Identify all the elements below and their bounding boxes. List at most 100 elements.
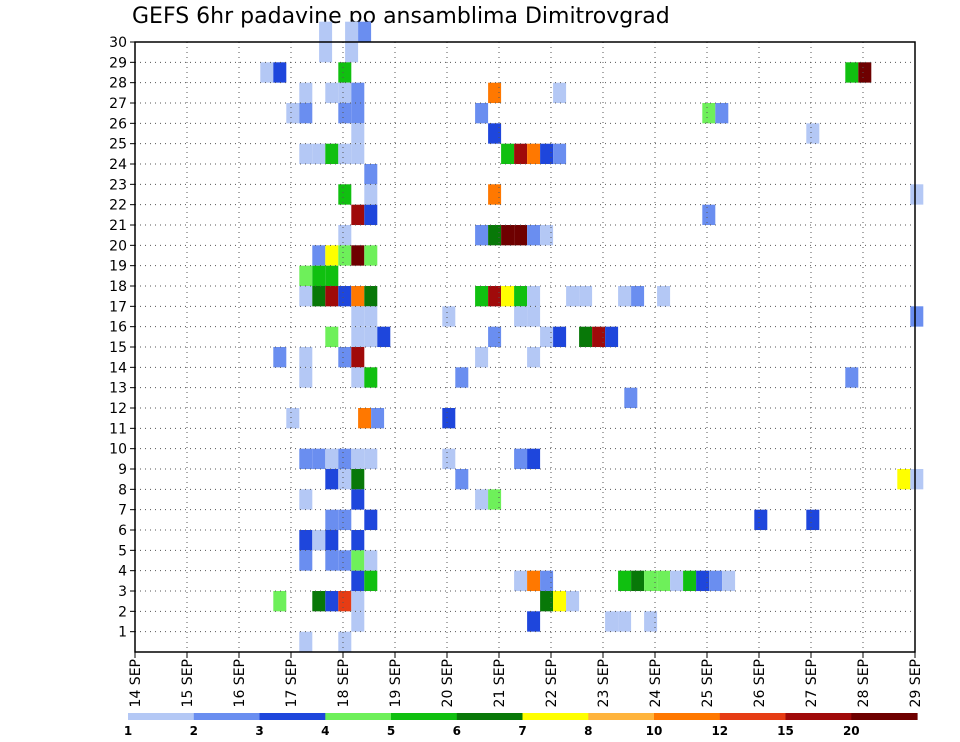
heatmap-cell (351, 469, 365, 490)
heatmap-cell (325, 530, 339, 551)
colorbar-label: 5 (387, 724, 395, 738)
colorbar-label: 6 (453, 724, 461, 738)
heatmap-cell (631, 570, 645, 592)
heatmap-cell (514, 570, 528, 592)
heatmap-cell (351, 591, 365, 612)
y-tick-label: 11 (109, 421, 127, 437)
heatmap-cell (644, 611, 658, 632)
heatmap-cells (260, 21, 924, 653)
heatmap-cell (514, 286, 528, 307)
heatmap-cell (299, 265, 313, 287)
colorbar-segment (456, 713, 524, 720)
heatmap-cell (475, 103, 489, 124)
heatmap-cell (501, 286, 515, 307)
heatmap-cell (364, 326, 378, 348)
y-tick-label: 24 (109, 157, 127, 173)
heatmap-cell (364, 286, 378, 307)
heatmap-cell (325, 286, 339, 307)
y-tick-label: 10 (109, 442, 127, 458)
heatmap-cell (514, 143, 528, 165)
heatmap-cell (312, 143, 326, 165)
colorbar-label: 1 (124, 724, 132, 738)
heatmap-cell (299, 347, 313, 368)
heatmap-cell (338, 448, 352, 470)
colorbar-segment (259, 713, 326, 720)
heatmap-cell (338, 245, 352, 266)
heatmap-cell (618, 286, 632, 307)
heatmap-cell (910, 469, 924, 490)
heatmap-cell (358, 21, 372, 43)
y-tick-label: 15 (109, 340, 127, 356)
heatmap-cell (897, 469, 911, 490)
heatmap-cell (351, 204, 365, 226)
heatmap-cell (540, 225, 554, 246)
heatmap-cell (325, 448, 339, 470)
heatmap-cell (592, 326, 606, 348)
y-tick-label: 29 (109, 55, 127, 71)
x-tick-label: 26 SEP (752, 659, 768, 707)
heatmap-cell (351, 143, 365, 165)
colorbar-segment (654, 713, 721, 720)
heatmap-cell (325, 550, 339, 571)
chart-title: GEFS 6hr padavine po ansamblima Dimitrov… (132, 4, 670, 29)
heatmap-cell (312, 530, 326, 551)
heatmap-cell (299, 367, 313, 388)
heatmap-cell (338, 631, 352, 653)
heatmap-cell (858, 62, 872, 83)
heatmap-cell (338, 550, 352, 571)
heatmap-cell (845, 62, 859, 83)
heatmap-cell (345, 42, 359, 63)
heatmap-cell (618, 611, 632, 632)
heatmap-cell (702, 204, 716, 226)
y-tick-label: 1 (118, 625, 127, 641)
colorbar-segment (391, 713, 458, 720)
heatmap-cell (351, 245, 365, 266)
y-tick-label: 19 (109, 259, 127, 275)
heatmap-cell (631, 286, 645, 307)
colorbar-label: 8 (584, 724, 592, 738)
colorbar-label: 15 (777, 724, 794, 738)
heatmap-cell (644, 570, 658, 592)
x-axis: 14 SEP 15 SEP 16 SEP 17 SEP 18 SEP 19 SEP 20 S… (128, 652, 924, 707)
heatmap-cell (488, 225, 502, 246)
heatmap-cell (364, 448, 378, 470)
heatmap-cell (364, 306, 378, 327)
colorbar-label: 2 (190, 724, 198, 738)
heatmap-cell (540, 570, 554, 592)
heatmap-cell (488, 326, 502, 348)
colorbar-label: 12 (711, 724, 728, 738)
heatmap-cell (442, 306, 456, 327)
heatmap-cell (371, 408, 385, 429)
heatmap-cell (553, 82, 567, 104)
heatmap-cell (657, 286, 671, 307)
heatmap-cell (527, 611, 541, 632)
heatmap-cell (338, 591, 352, 612)
heatmap-cell (527, 448, 541, 470)
heatmap-cell (475, 489, 489, 510)
heatmap-cell (312, 591, 326, 612)
heatmap-cell (475, 347, 489, 368)
heatmap-cell (338, 225, 352, 246)
heatmap-cell (527, 347, 541, 368)
colorbar-label: 10 (646, 724, 663, 738)
heatmap-cell (442, 448, 456, 470)
y-tick-label: 25 (109, 137, 127, 153)
x-tick-label: 24 SEP (648, 659, 664, 707)
heatmap-cell (325, 326, 339, 348)
heatmap-cell (910, 184, 924, 205)
heatmap-cell (312, 448, 326, 470)
y-tick-label: 28 (109, 76, 127, 92)
heatmap-cell (527, 570, 541, 592)
heatmap-cell (299, 550, 313, 571)
heatmap-cell (527, 286, 541, 307)
heatmap-cell (514, 306, 528, 327)
heatmap-cell (605, 611, 619, 632)
heatmap-cell (618, 570, 632, 592)
heatmap-cell (299, 631, 313, 653)
heatmap-cell (475, 225, 489, 246)
heatmap-cell (299, 103, 313, 124)
heatmap-cell (845, 367, 859, 388)
x-tick-label: 29 SEP (908, 659, 924, 707)
y-tick-label: 13 (109, 381, 127, 397)
heatmap-cell (702, 103, 716, 124)
